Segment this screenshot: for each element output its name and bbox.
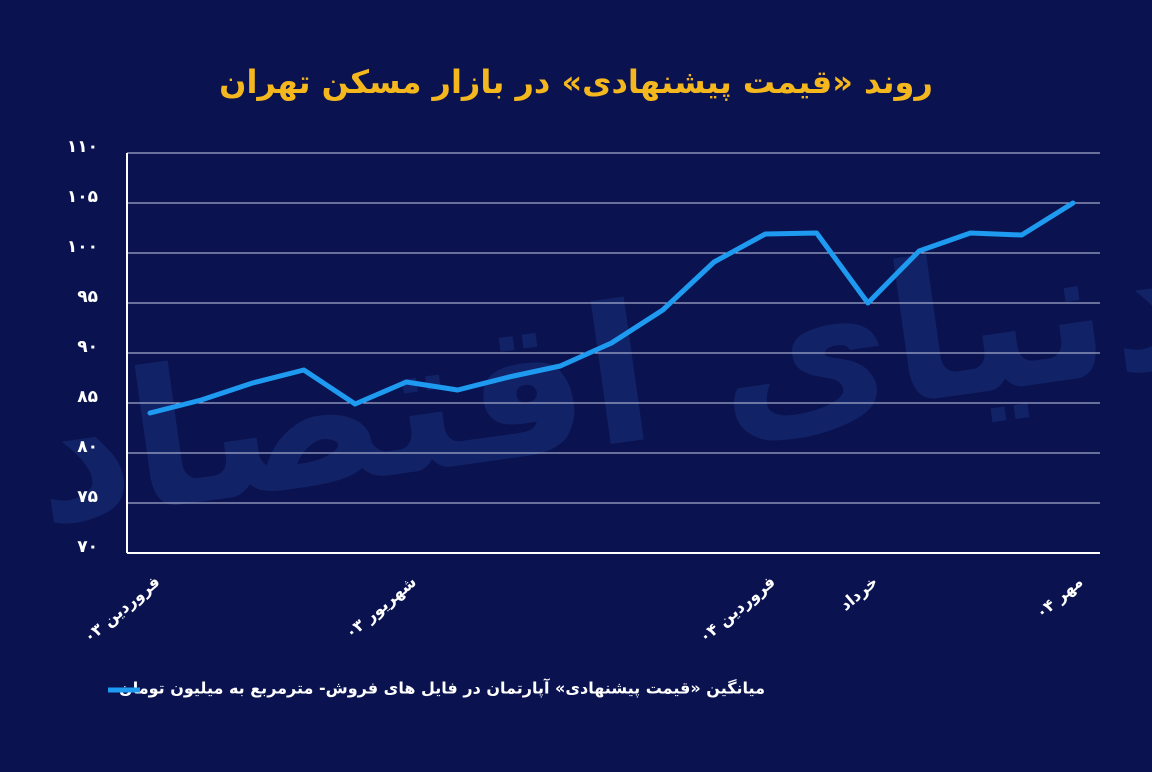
- y-tick-label: ۱۰۵: [67, 187, 98, 207]
- chart-title: روند «قیمت پیشنهادی» در بازار مسکن تهران: [219, 63, 933, 101]
- legend-label: میانگین «قیمت پیشنهادی» آپارتمان در فایل…: [119, 678, 765, 699]
- y-tick-label: ۷۵: [77, 487, 98, 507]
- y-tick-label: ۸۵: [77, 387, 98, 407]
- y-tick-label: ۹۰: [77, 337, 98, 357]
- y-tick-label: ۱۱۰: [67, 137, 98, 157]
- y-tick-label: ۷۰: [77, 537, 98, 557]
- y-tick-label: ۱۰۰: [67, 237, 98, 257]
- y-tick-label: ۸۰: [77, 437, 98, 457]
- y-tick-label: ۹۵: [77, 287, 98, 307]
- data-line: [147, 200, 1076, 416]
